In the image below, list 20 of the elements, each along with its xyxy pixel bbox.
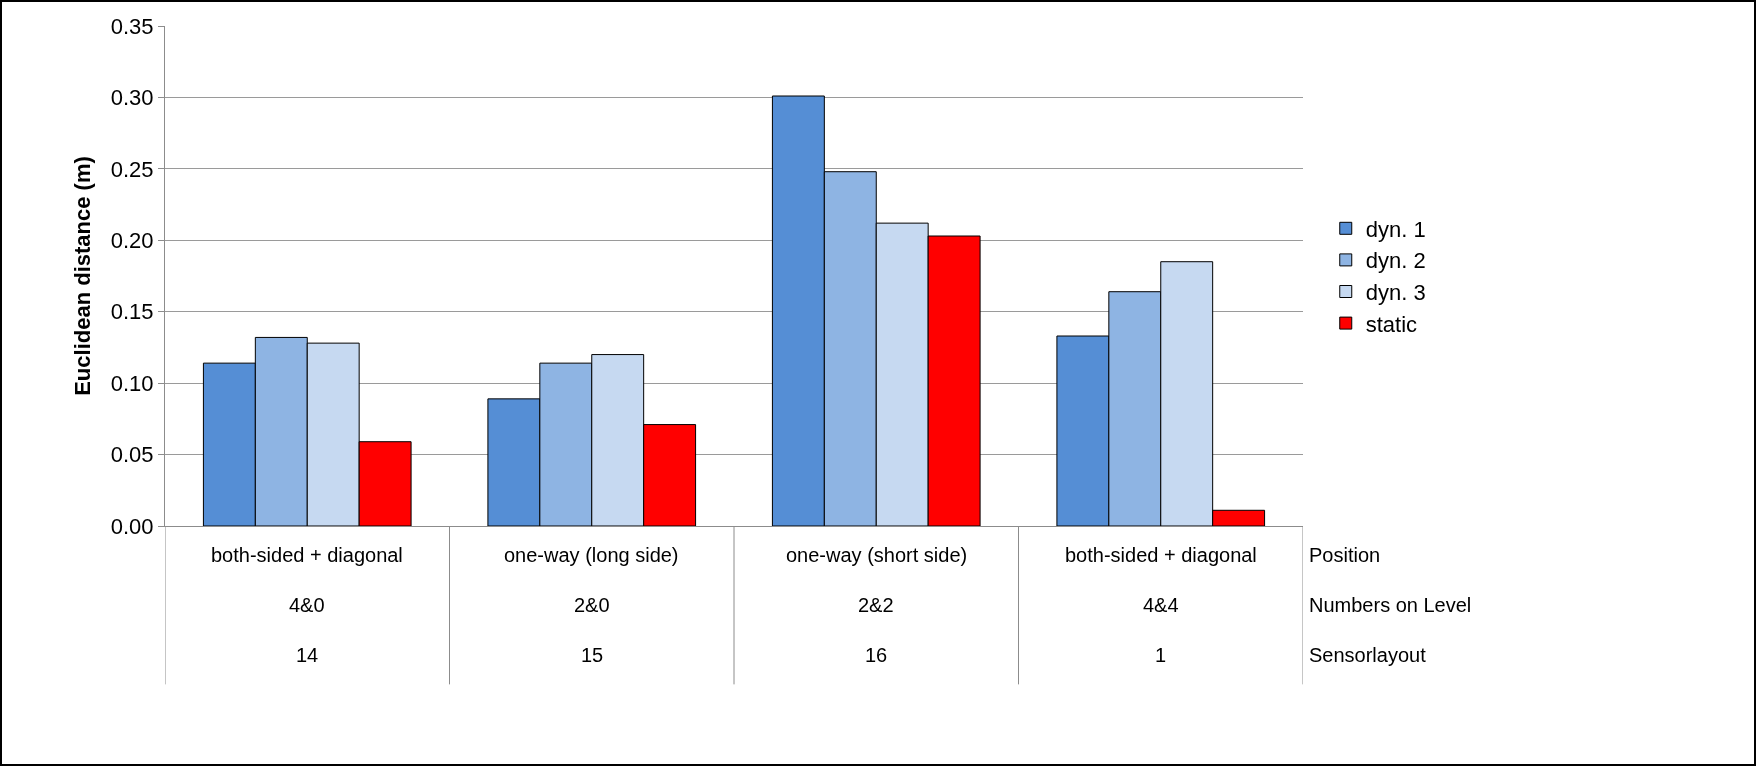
y-axis-title: Euclidean distance (m) — [69, 156, 95, 396]
legend-label: static — [1365, 311, 1418, 337]
y-tick-label: 0.10 — [110, 370, 154, 396]
y-tick-label: 0.30 — [110, 85, 154, 111]
text: Position — [1309, 544, 1381, 566]
category-label: both-sided + diagonal 4&0 14 — [211, 544, 403, 666]
category-label: both-sided + diagonal 4&4 1 — [1065, 544, 1257, 666]
y-tick-label: 0.25 — [110, 156, 154, 182]
legend-label: dyn. 3 — [1365, 280, 1426, 306]
y-tick-label: 0.20 — [110, 227, 154, 253]
legend-label: dyn. 2 — [1365, 248, 1426, 274]
category-label: one-way (long side) 2&0 15 — [504, 544, 679, 666]
text: Sensorlayout — [1309, 644, 1427, 666]
text: Numbers on Level — [1309, 594, 1472, 616]
y-tick-label: 0.15 — [110, 299, 154, 325]
y-tick-label: 0.35 — [110, 13, 154, 39]
legend-label: dyn. 1 — [1365, 216, 1426, 242]
y-tick-label: 0.00 — [110, 513, 154, 539]
category-label: one-way (short side) 2&2 16 — [786, 544, 968, 666]
y-tick-label: 0.05 — [110, 442, 154, 468]
